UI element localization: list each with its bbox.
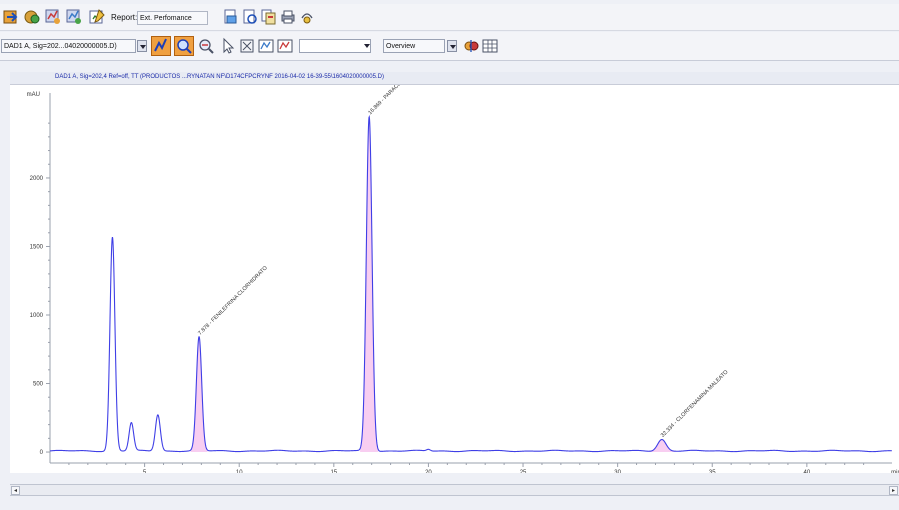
grid-icon[interactable] bbox=[481, 37, 499, 55]
peak-label: 7.878 - FENILEFRINA CLORHIDRATO bbox=[197, 265, 269, 337]
y-tick-label: 2000 bbox=[30, 176, 44, 182]
x-tick-label: 10 bbox=[236, 470, 243, 473]
integration-select-dropdown-icon[interactable] bbox=[362, 40, 372, 52]
scroll-right-icon[interactable]: ▸ bbox=[889, 486, 898, 495]
zoom-out-icon[interactable] bbox=[197, 37, 215, 55]
x-tick-label: 40 bbox=[804, 470, 811, 473]
save-signal-icon[interactable] bbox=[65, 8, 83, 26]
signal-trace bbox=[49, 114, 892, 453]
load-signal-icon[interactable] bbox=[44, 8, 62, 26]
split-peak-icon[interactable] bbox=[257, 37, 275, 55]
peak-label: 16.869 - PARACETAMOL bbox=[367, 85, 415, 116]
signal-header-bar bbox=[10, 72, 899, 84]
view-mode-dropdown-icon[interactable] bbox=[447, 40, 457, 52]
scroll-left-icon[interactable]: ◂ bbox=[11, 486, 20, 495]
print-preview-icon[interactable] bbox=[222, 8, 240, 26]
y-tick-label: 1000 bbox=[30, 313, 44, 319]
x-tick-label: 30 bbox=[614, 470, 621, 473]
x-tick-label: 5 bbox=[143, 470, 147, 473]
chromatogram-panel[interactable]: 0 500 1000 1500 2000 mAU 5 10 15 20 25 30 35 40 min 7.… bbox=[10, 84, 899, 473]
status-bar bbox=[0, 497, 899, 510]
report-label: Report: bbox=[111, 13, 138, 22]
report-style-field[interactable]: Ext. Perfomance bbox=[137, 11, 208, 25]
auto-integrate-icon[interactable] bbox=[151, 36, 171, 56]
annotate-icon[interactable] bbox=[462, 37, 480, 55]
chromatogram-chart[interactable]: 0 500 1000 1500 2000 mAU 5 10 15 20 25 30 35 40 min 7.… bbox=[10, 85, 899, 473]
horizontal-scrollbar[interactable]: ◂ ▸ bbox=[10, 484, 899, 496]
peak-label: 32.334 - CLORFENAMINA MALEATO bbox=[660, 369, 730, 439]
print-icon[interactable] bbox=[279, 8, 297, 26]
y-tick-label: 500 bbox=[33, 382, 44, 388]
y-axis-label: mAU bbox=[27, 92, 40, 98]
save-method-icon[interactable] bbox=[23, 8, 41, 26]
load-method-icon[interactable] bbox=[2, 8, 20, 26]
pointer-icon[interactable] bbox=[219, 37, 237, 55]
x-tick-label: 35 bbox=[709, 470, 716, 473]
x-tick-label: 15 bbox=[330, 470, 337, 473]
copy-report-icon[interactable] bbox=[260, 8, 278, 26]
x-tick-label: 20 bbox=[425, 470, 432, 473]
peak-area-fill bbox=[190, 336, 208, 453]
signal-toolbar: DAD1 A, Sig=202...04020000005.D) Overvie… bbox=[0, 32, 899, 61]
overlay-icon[interactable] bbox=[276, 37, 294, 55]
main-toolbar: Report: Ext. Perfomance bbox=[0, 4, 899, 31]
y-tick-label: 1500 bbox=[30, 244, 44, 250]
baseline-icon[interactable] bbox=[238, 37, 256, 55]
x-axis-label: min bbox=[891, 470, 899, 473]
signal-select-dropdown-icon[interactable] bbox=[137, 40, 147, 52]
edit-report-icon[interactable] bbox=[88, 8, 106, 26]
peak-area-fill bbox=[360, 116, 379, 453]
view-mode-select[interactable]: Overview bbox=[383, 39, 445, 53]
signal-select[interactable]: DAD1 A, Sig=202...04020000005.D) bbox=[1, 39, 136, 53]
x-tick-label: 25 bbox=[520, 470, 527, 473]
info-icon[interactable] bbox=[298, 8, 316, 26]
zoom-in-icon[interactable] bbox=[174, 36, 194, 56]
report-preview-icon[interactable] bbox=[241, 8, 259, 26]
signal-header-text: DAD1 A, Sig=202,4 Ref=off, TT (PRODUCTOS… bbox=[55, 74, 384, 80]
integration-select[interactable] bbox=[299, 39, 371, 53]
y-tick-label: 0 bbox=[40, 450, 44, 456]
